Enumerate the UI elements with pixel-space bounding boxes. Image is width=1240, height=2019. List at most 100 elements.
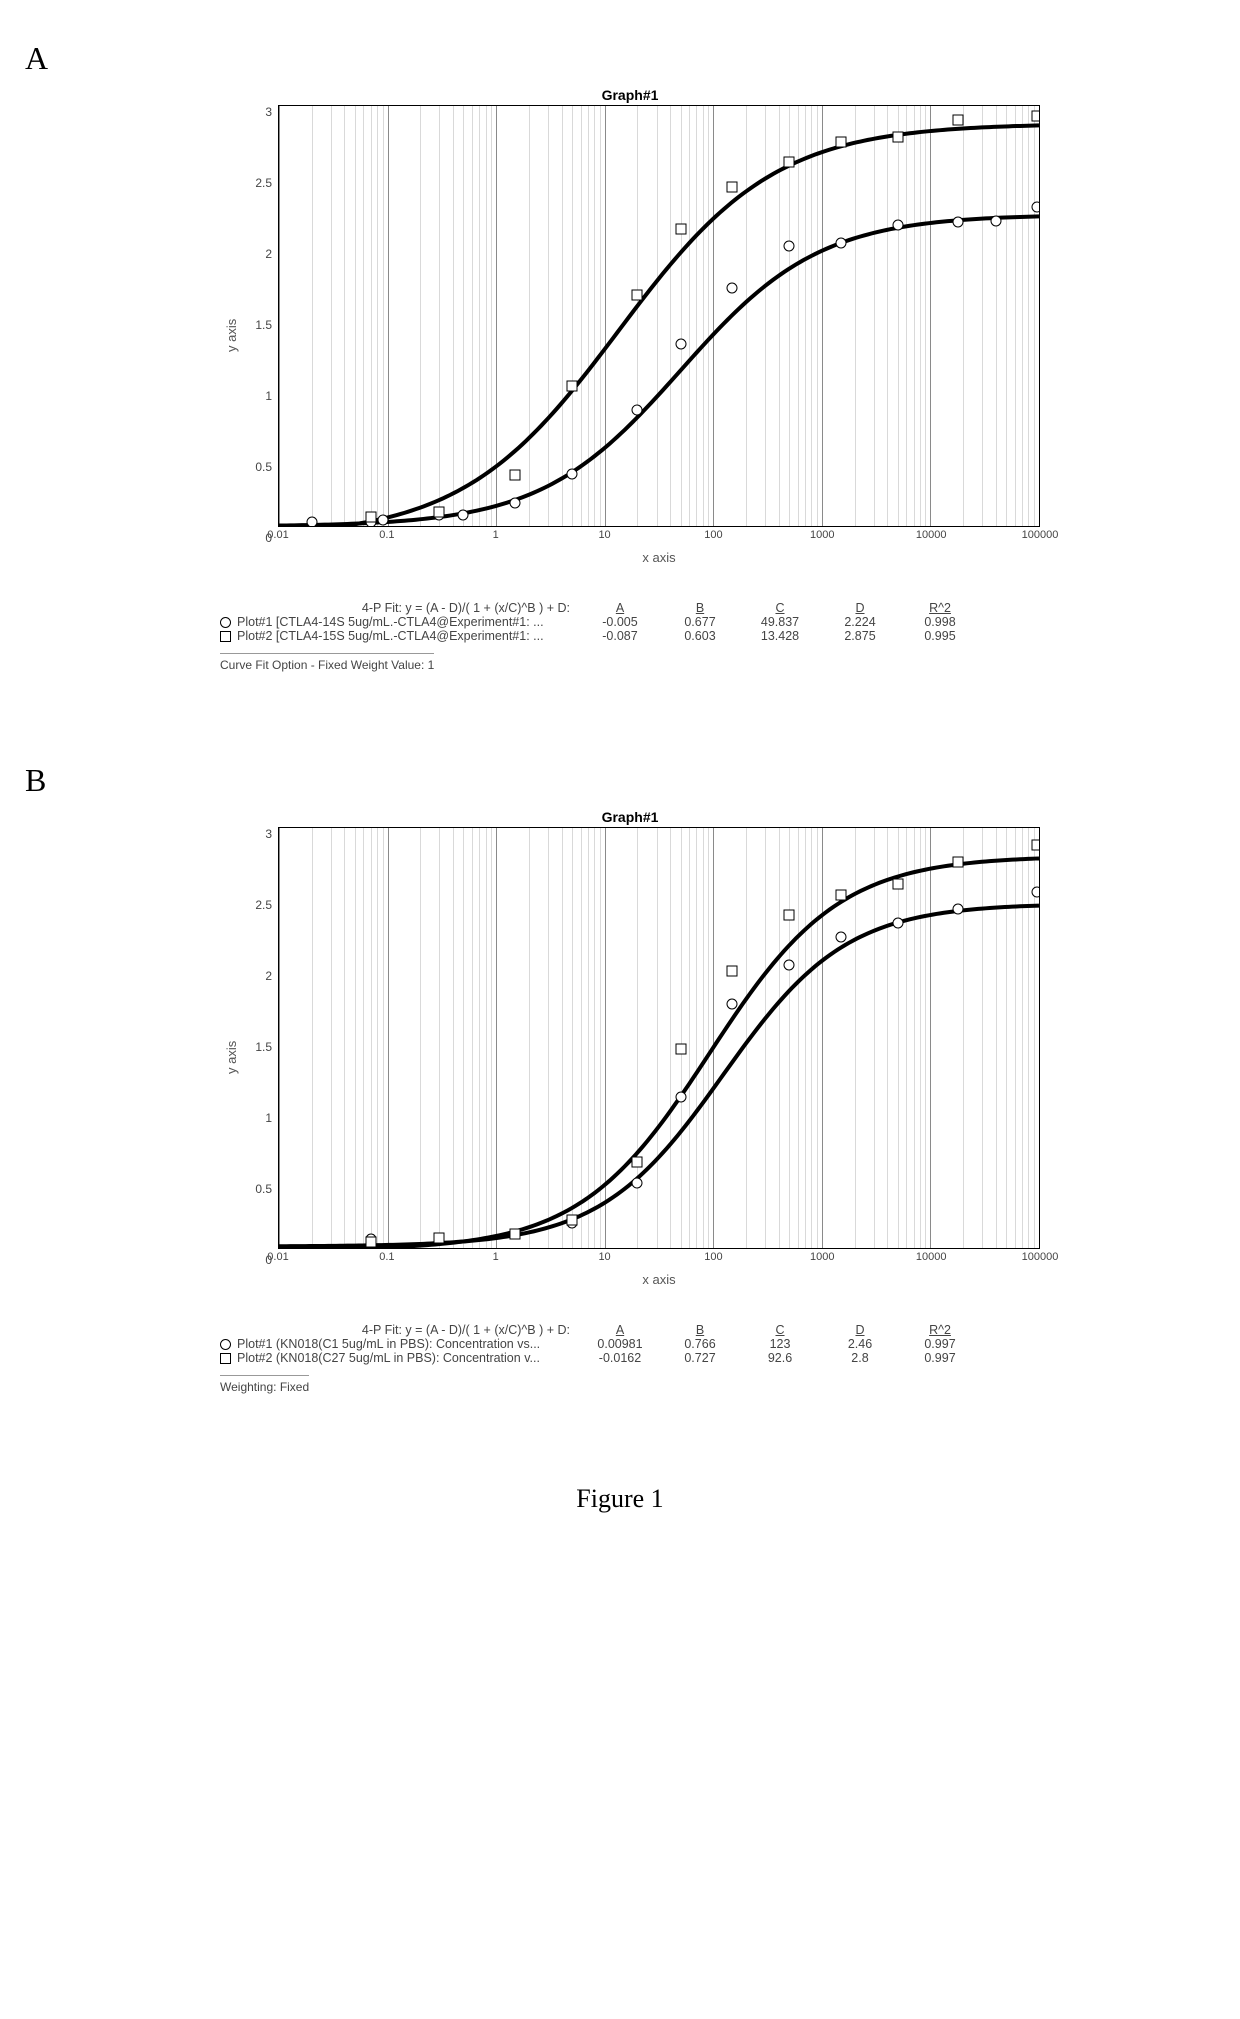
fit-value: 0.997 — [900, 1351, 980, 1365]
data-point — [675, 1044, 686, 1055]
chart-title: Graph#1 — [220, 87, 1040, 103]
data-point — [727, 999, 738, 1010]
data-point — [953, 114, 964, 125]
data-point — [632, 404, 643, 415]
fit-value: 0.727 — [660, 1351, 740, 1365]
fit-column-header: D — [820, 1323, 900, 1337]
fit-value: 123 — [740, 1337, 820, 1351]
data-point — [510, 498, 521, 509]
panel-label: A — [25, 40, 1200, 77]
fit-note: Weighting: Fixed — [220, 1375, 309, 1394]
data-point — [727, 965, 738, 976]
data-point — [953, 217, 964, 228]
data-point — [1031, 201, 1040, 212]
data-point — [784, 909, 795, 920]
fit-row: Plot#2 (KN018(C27 5ug/mL in PBS): Concen… — [220, 1351, 1040, 1365]
x-axis-ticks: 0.010.1110100100010000100000 — [278, 1249, 1040, 1266]
data-point — [1031, 110, 1040, 121]
fit-value: 49.837 — [740, 615, 820, 629]
data-point — [953, 904, 964, 915]
plot-area — [278, 105, 1040, 527]
data-point — [434, 1233, 445, 1244]
data-point — [567, 1214, 578, 1225]
panel-a: A Graph#1y axis32.521.510.500.010.1110100… — [40, 40, 1200, 672]
fit-parameters-table: 4-P Fit: y = (A - D)/( 1 + (x/C)^B ) + D… — [220, 601, 1040, 672]
data-point — [510, 470, 521, 481]
data-point — [365, 1237, 376, 1248]
data-point — [784, 240, 795, 251]
data-point — [675, 338, 686, 349]
fit-value: 0.677 — [660, 615, 740, 629]
fit-note: Curve Fit Option - Fixed Weight Value: 1 — [220, 653, 434, 672]
data-point — [632, 289, 643, 300]
data-point — [365, 512, 376, 523]
fit-formula: 4-P Fit: y = (A - D)/( 1 + (x/C)^B ) + D… — [220, 1323, 580, 1337]
fit-column-header: B — [660, 601, 740, 615]
data-point — [784, 960, 795, 971]
fit-column-header: A — [580, 1323, 660, 1337]
fit-column-header: R^2 — [900, 1323, 980, 1337]
fit-formula: 4-P Fit: y = (A - D)/( 1 + (x/C)^B ) + D… — [220, 601, 580, 615]
fit-value: -0.005 — [580, 615, 660, 629]
fit-curve-plot1 — [279, 216, 1039, 525]
fit-row: Plot#1 [CTLA4-14S 5ug/mL.-CTLA4@Experime… — [220, 615, 1040, 629]
data-point — [727, 282, 738, 293]
fit-value: -0.087 — [580, 629, 660, 643]
circle-marker-icon — [220, 617, 231, 628]
data-point — [1031, 839, 1040, 850]
fit-row-label: Plot#2 [CTLA4-15S 5ug/mL.-CTLA4@Experime… — [237, 629, 544, 643]
fit-column-header: D — [820, 601, 900, 615]
fit-value: 2.46 — [820, 1337, 900, 1351]
data-point — [835, 890, 846, 901]
fit-row-label: Plot#2 (KN018(C27 5ug/mL in PBS): Concen… — [237, 1351, 540, 1365]
data-point — [953, 856, 964, 867]
data-point — [835, 137, 846, 148]
fit-row-label: Plot#1 [CTLA4-14S 5ug/mL.-CTLA4@Experime… — [237, 615, 544, 629]
chart-title: Graph#1 — [220, 809, 1040, 825]
fit-value: 0.995 — [900, 629, 980, 643]
data-point — [567, 380, 578, 391]
chart: Graph#1y axis32.521.510.500.010.11101001… — [220, 809, 1040, 1287]
fit-row: Plot#2 [CTLA4-15S 5ug/mL.-CTLA4@Experime… — [220, 629, 1040, 643]
data-point — [377, 515, 388, 526]
data-point — [675, 224, 686, 235]
fit-column-header: R^2 — [900, 601, 980, 615]
fit-value: 2.8 — [820, 1351, 900, 1365]
data-point — [1031, 887, 1040, 898]
data-point — [567, 469, 578, 480]
square-marker-icon — [220, 631, 231, 642]
fit-value: -0.0162 — [580, 1351, 660, 1365]
fit-value: 13.428 — [740, 629, 820, 643]
fit-curve-plot1 — [279, 906, 1039, 1247]
data-point — [510, 1228, 521, 1239]
fit-parameters-table: 4-P Fit: y = (A - D)/( 1 + (x/C)^B ) + D… — [220, 1323, 1040, 1394]
data-point — [306, 516, 317, 527]
fit-value: 0.766 — [660, 1337, 740, 1351]
square-marker-icon — [220, 1353, 231, 1364]
data-point — [990, 215, 1001, 226]
data-point — [835, 932, 846, 943]
fit-value: 92.6 — [740, 1351, 820, 1365]
fit-row: Plot#1 (KN018(C1 5ug/mL in PBS): Concent… — [220, 1337, 1040, 1351]
chart: Graph#1y axis32.521.510.500.010.11101001… — [220, 87, 1040, 565]
data-point — [458, 509, 469, 520]
fit-value: 0.998 — [900, 615, 980, 629]
data-point — [835, 238, 846, 249]
fit-curve-plot2 — [279, 125, 1039, 526]
fit-column-header: C — [740, 1323, 820, 1337]
x-axis-label: x axis — [278, 550, 1040, 565]
x-axis-label: x axis — [278, 1272, 1040, 1287]
figure-caption: Figure 1 — [40, 1484, 1200, 1514]
fit-value: 0.00981 — [580, 1337, 660, 1351]
fit-value: 2.224 — [820, 615, 900, 629]
data-point — [784, 156, 795, 167]
fit-row-label: Plot#1 (KN018(C1 5ug/mL in PBS): Concent… — [237, 1337, 540, 1351]
fit-column-header: A — [580, 601, 660, 615]
fit-value: 0.997 — [900, 1337, 980, 1351]
data-point — [434, 506, 445, 517]
fit-value: 2.875 — [820, 629, 900, 643]
data-point — [892, 918, 903, 929]
fit-column-header: C — [740, 601, 820, 615]
panel-b: BGraph#1y axis32.521.510.500.010.1110100… — [40, 762, 1200, 1394]
y-axis-label: y axis — [220, 827, 242, 1287]
